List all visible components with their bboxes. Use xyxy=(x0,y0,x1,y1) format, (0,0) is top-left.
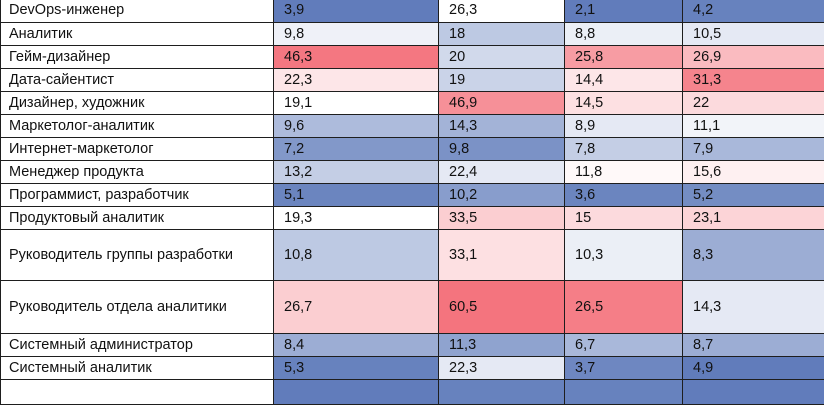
row-label: Дизайнер, художник xyxy=(1,92,274,115)
heatmap-cell: 18 xyxy=(439,23,565,46)
heatmap-cell: 9,8 xyxy=(439,138,565,161)
heatmap-cell: 46,3 xyxy=(274,46,439,69)
heatmap-cell: 8,4 xyxy=(274,334,439,357)
row-label: Аналитик xyxy=(1,23,274,46)
heatmap-cell: 5,3 xyxy=(274,357,439,380)
row-label: DevOps-инженер xyxy=(1,0,274,23)
heatmap-cell: 10,3 xyxy=(565,230,683,281)
row-label: Менеджер продукта xyxy=(1,161,274,184)
heatmap-cell: 22,3 xyxy=(439,357,565,380)
heatmap-cell: 26,3 xyxy=(439,0,565,23)
heatmap-cell: 13,2 xyxy=(274,161,439,184)
row-label: Системный администратор xyxy=(1,334,274,357)
row-label xyxy=(1,380,274,405)
heatmap-cell: 8,7 xyxy=(683,334,824,357)
heatmap-cell: 31,3 xyxy=(683,69,824,92)
heatmap-cell: 7,8 xyxy=(565,138,683,161)
heatmap-cell: 6,7 xyxy=(565,334,683,357)
heatmap-cell: 22,3 xyxy=(274,69,439,92)
heatmap-cell: 19,3 xyxy=(274,207,439,230)
heatmap-cell: 20 xyxy=(439,46,565,69)
heatmap-cell: 7,9 xyxy=(683,138,824,161)
heatmap-cell: 3,7 xyxy=(565,357,683,380)
row-label: Маркетолог-аналитик xyxy=(1,115,274,138)
heatmap-cell: 26,7 xyxy=(274,281,439,334)
heatmap-cell: 7,2 xyxy=(274,138,439,161)
row-label: Руководитель группы разработки xyxy=(1,230,274,281)
heatmap-cell: 26,9 xyxy=(683,46,824,69)
heatmap-cell: 2,1 xyxy=(565,0,683,23)
heatmap-cell: 19 xyxy=(439,69,565,92)
heatmap-cell: 60,5 xyxy=(439,281,565,334)
heatmap-cell: 8,8 xyxy=(565,23,683,46)
heatmap-cell: 33,5 xyxy=(439,207,565,230)
heatmap-cell: 3,6 xyxy=(565,184,683,207)
heatmap-cell: 14,5 xyxy=(565,92,683,115)
heatmap-cell: 15 xyxy=(565,207,683,230)
row-label: Программист, разработчик xyxy=(1,184,274,207)
heatmap-cell: 8,9 xyxy=(565,115,683,138)
heatmap-cell: 5,2 xyxy=(683,184,824,207)
heatmap-cell: 33,1 xyxy=(439,230,565,281)
heatmap-cell: 19,1 xyxy=(274,92,439,115)
heatmap-cell: 15,6 xyxy=(683,161,824,184)
row-label: Интернет-маркетолог xyxy=(1,138,274,161)
heatmap-cell: 3,9 xyxy=(274,0,439,23)
heatmap-cell: 4,2 xyxy=(683,0,824,23)
heatmap-cell: 22 xyxy=(683,92,824,115)
heatmap-cell: 10,8 xyxy=(274,230,439,281)
heatmap-cell: 14,3 xyxy=(683,281,824,334)
heatmap-cell xyxy=(565,380,683,405)
heatmap-cell xyxy=(274,380,439,405)
heatmap-cell: 8,3 xyxy=(683,230,824,281)
heatmap-cell: 14,4 xyxy=(565,69,683,92)
heatmap-cell: 9,6 xyxy=(274,115,439,138)
row-label: Дата-сайентист xyxy=(1,69,274,92)
heatmap-cell xyxy=(439,380,565,405)
heatmap-cell: 14,3 xyxy=(439,115,565,138)
row-label: Гейм-дизайнер xyxy=(1,46,274,69)
heatmap-cell: 25,8 xyxy=(565,46,683,69)
heatmap-cell: 11,3 xyxy=(439,334,565,357)
heatmap-cell xyxy=(683,380,824,405)
heatmap-cell: 23,1 xyxy=(683,207,824,230)
heatmap-cell: 22,4 xyxy=(439,161,565,184)
heatmap-cell: 11,8 xyxy=(565,161,683,184)
heatmap-cell: 26,5 xyxy=(565,281,683,334)
row-label: Продуктовый аналитик xyxy=(1,207,274,230)
row-label: Руководитель отдела аналитики xyxy=(1,281,274,334)
heatmap-cell: 10,5 xyxy=(683,23,824,46)
heatmap-cell: 4,9 xyxy=(683,357,824,380)
heatmap-cell: 10,2 xyxy=(439,184,565,207)
heatmap-cell: 9,8 xyxy=(274,23,439,46)
table-row xyxy=(1,380,824,405)
heatmap-cell: 5,1 xyxy=(274,184,439,207)
heatmap-cell: 46,9 xyxy=(439,92,565,115)
row-label: Системный аналитик xyxy=(1,357,274,380)
heatmap-cell: 11,1 xyxy=(683,115,824,138)
